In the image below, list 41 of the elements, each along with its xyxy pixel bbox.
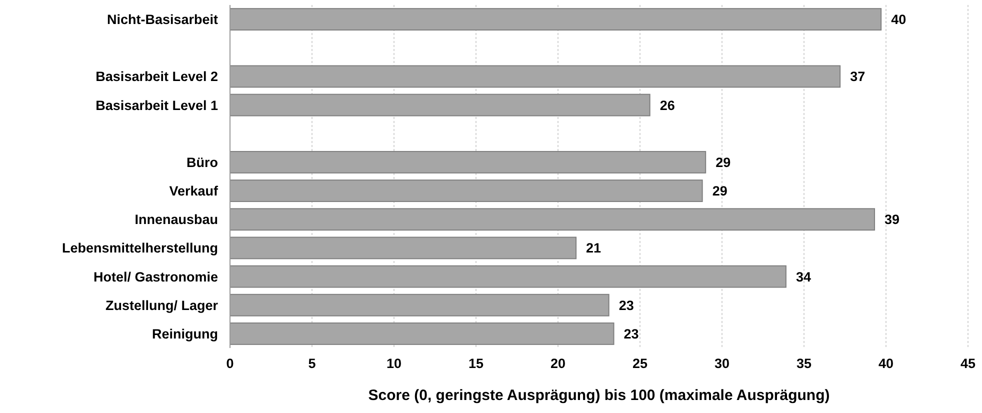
x-tick-label: 20 [550,356,566,371]
x-tick-label: 40 [878,356,894,371]
bar [230,322,614,345]
bar [230,94,650,116]
bar [230,65,841,88]
bar [230,8,882,31]
data-label: 29 [716,154,731,170]
y-tick-label: Lebensmittelherstellung [62,240,218,256]
x-tick-label: 10 [386,356,402,371]
x-tick-label: 30 [714,356,730,371]
x-tick-label: 0 [226,356,234,371]
data-label: 29 [712,184,728,199]
data-label: 23 [624,326,640,342]
y-tick-label: Büro [186,154,218,170]
data-label: 37 [850,69,866,84]
x-tick-label: 25 [632,356,648,371]
data-label: 39 [884,212,900,228]
x-axis-title: Score (0, geringste Ausprägung) bis 100 (maximale Ausprägung) [368,387,830,404]
data-label: 34 [796,269,812,284]
bar [230,294,610,316]
bar [230,236,577,260]
y-tick-label: Zustellung/ Lager [105,298,219,313]
data-label: 26 [660,98,676,113]
y-tick-label: Basisarbeit Level 1 [96,98,218,113]
y-tick-label: Innenausbau [134,212,218,228]
bar [230,265,786,288]
x-tick-label: 45 [960,356,976,371]
bar [230,208,876,231]
y-tick-label: Reinigung [152,326,218,342]
bar [230,180,703,202]
y-tick-label: Nicht-Basisarbeit [106,12,218,28]
x-tick-label: 35 [796,356,812,371]
y-tick-label: Hotel/ Gastronomie [93,269,218,284]
y-tick-label: Verkauf [169,184,218,199]
data-label: 21 [586,240,602,256]
x-tick-label: 15 [468,356,484,371]
data-label: 40 [891,12,906,28]
y-tick-label: Basisarbeit Level 2 [96,69,218,84]
x-tick-label: 5 [308,356,316,371]
bar [230,150,706,174]
data-label: 23 [618,298,634,313]
